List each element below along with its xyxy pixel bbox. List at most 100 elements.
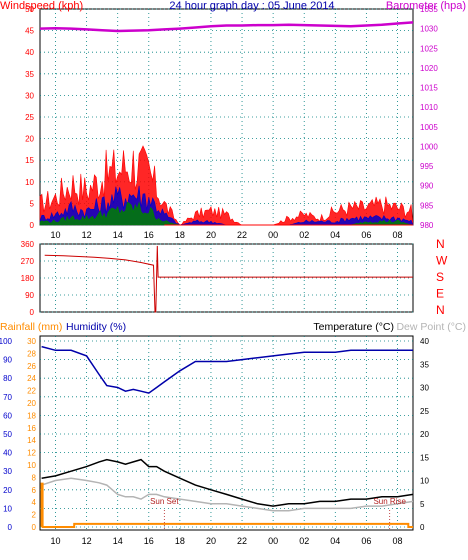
humidity-tick-label: 80 bbox=[3, 374, 12, 383]
rainfall-series bbox=[40, 482, 413, 528]
windspeed-tick-label: 30 bbox=[25, 91, 34, 100]
hour-tick-label: 02 bbox=[299, 230, 309, 240]
wind-direction-series bbox=[44, 245, 413, 313]
barometer-tick-label: 1020 bbox=[420, 64, 438, 73]
gridlines bbox=[40, 8, 413, 530]
rainfall-tick-label: 20 bbox=[27, 399, 36, 408]
temperature-tick-label: 10 bbox=[420, 477, 429, 486]
temperature-tick-label: 15 bbox=[420, 453, 429, 462]
compass-label: N bbox=[436, 237, 445, 251]
hour-tick-label-lower: 06 bbox=[361, 536, 371, 546]
temperature-tick-label: 25 bbox=[420, 407, 429, 416]
temperature-tick-label: 35 bbox=[420, 360, 429, 369]
hour-tick-label: 16 bbox=[144, 230, 154, 240]
rainfall-tick-label: 8 bbox=[32, 473, 37, 482]
rainfall-tick-label: 16 bbox=[27, 424, 36, 433]
rainfall-tick-label: 0 bbox=[32, 523, 37, 532]
temperature-tick-label: 30 bbox=[420, 384, 429, 393]
humidity-tick-label: 50 bbox=[3, 430, 12, 439]
windspeed-tick-label: 45 bbox=[25, 27, 34, 36]
hour-tick-label: 10 bbox=[51, 230, 61, 240]
tick-labels: 0510152025303540455098098599099510001005… bbox=[0, 5, 448, 546]
rainfall-tick-label: 22 bbox=[27, 387, 36, 396]
barometer-tick-label: 985 bbox=[420, 201, 434, 210]
hour-tick-label: 12 bbox=[82, 230, 92, 240]
barometer-tick-label: 1005 bbox=[420, 123, 438, 132]
humidity-tick-label: 30 bbox=[3, 467, 12, 476]
hour-tick-label: 04 bbox=[330, 230, 340, 240]
hour-tick-label: 00 bbox=[268, 230, 278, 240]
hour-tick-label: 08 bbox=[392, 230, 402, 240]
barometer-tick-label: 1015 bbox=[420, 84, 438, 93]
windspeed-tick-label: 20 bbox=[25, 135, 34, 144]
rain-humidity-temperature-panel bbox=[39, 335, 414, 531]
hour-tick-label-lower: 16 bbox=[144, 536, 154, 546]
rainfall-tick-label: 10 bbox=[27, 461, 36, 470]
direction-tick-label: 180 bbox=[21, 274, 35, 283]
direction-tick-label: 270 bbox=[21, 257, 35, 266]
barometer-tick-label: 1025 bbox=[420, 44, 438, 53]
rainfall-tick-label: 6 bbox=[32, 486, 37, 495]
rainfall-tick-label: 14 bbox=[27, 436, 36, 445]
direction-tick-label: 0 bbox=[30, 308, 35, 317]
windspeed-tick-label: 50 bbox=[25, 5, 34, 14]
hour-tick-label: 14 bbox=[113, 230, 123, 240]
hour-tick-label-lower: 22 bbox=[237, 536, 247, 546]
barometer-tick-label: 995 bbox=[420, 162, 434, 171]
temperature-axis-title: Temperature (°C) bbox=[313, 321, 394, 333]
rainfall-tick-label: 28 bbox=[27, 349, 36, 358]
barometer-tick-label: 1010 bbox=[420, 103, 438, 112]
temperature-tick-label: 5 bbox=[420, 500, 425, 509]
rainfall-axis-title: Rainfall (mm) bbox=[0, 321, 62, 333]
windspeed-axis-title: Windspeed (kph) bbox=[0, 0, 83, 12]
rainfall-tick-label: 30 bbox=[27, 337, 36, 346]
temperature-tick-label: 0 bbox=[420, 523, 425, 532]
barometer-axis-title: Barometer (hpa) bbox=[386, 0, 466, 12]
barometer-tick-label: 980 bbox=[420, 221, 434, 230]
hour-tick-label-lower: 14 bbox=[113, 536, 123, 546]
windspeed-tick-label: 35 bbox=[25, 70, 34, 79]
rainfall-tick-label: 4 bbox=[32, 498, 37, 507]
compass-label: W bbox=[436, 254, 448, 268]
windspeed-tick-label: 40 bbox=[25, 48, 34, 57]
direction-tick-label: 360 bbox=[21, 240, 35, 249]
temperature-series bbox=[41, 458, 414, 507]
compass-label: N bbox=[436, 303, 445, 317]
humidity-tick-label: 10 bbox=[3, 504, 12, 513]
hour-tick-label-lower: 08 bbox=[392, 536, 402, 546]
hour-tick-label: 20 bbox=[206, 230, 216, 240]
sun-marker-label: Sun Set bbox=[150, 497, 179, 506]
windspeed-tick-label: 5 bbox=[30, 199, 35, 208]
direction-tick-label: 90 bbox=[25, 291, 34, 300]
wind-direction-panel bbox=[39, 243, 414, 313]
humidity-axis-title: Humidity (%) bbox=[66, 321, 126, 333]
dewpoint-series bbox=[41, 477, 414, 512]
windspeed-tick-label: 10 bbox=[25, 178, 34, 187]
rainfall-tick-label: 12 bbox=[27, 449, 36, 458]
humidity-tick-label: 60 bbox=[3, 411, 12, 420]
humidity-tick-label: 40 bbox=[3, 449, 12, 458]
barometer-series bbox=[39, 21, 414, 33]
hour-tick-label-lower: 04 bbox=[330, 536, 340, 546]
chart-marks: Sun Set Sun Rise bbox=[39, 21, 414, 530]
rainfall-tick-label: 26 bbox=[27, 362, 36, 371]
hour-tick-label: 18 bbox=[175, 230, 185, 240]
humidity-tick-label: 20 bbox=[3, 486, 12, 495]
rainfall-tick-label: 24 bbox=[27, 374, 36, 383]
sun-marker-label: Sun Rise bbox=[373, 497, 406, 506]
hour-tick-label-lower: 20 bbox=[206, 536, 216, 546]
barometer-tick-label: 990 bbox=[420, 182, 434, 191]
hour-tick-label-lower: 18 bbox=[175, 536, 185, 546]
hour-tick-label: 22 bbox=[237, 230, 247, 240]
humidity-tick-label: 70 bbox=[3, 393, 12, 402]
hour-tick-label: 06 bbox=[361, 230, 371, 240]
barometer-tick-label: 1000 bbox=[420, 142, 438, 151]
rainfall-tick-label: 18 bbox=[27, 411, 36, 420]
windspeed-tick-label: 15 bbox=[25, 156, 34, 165]
barometer-tick-label: 1035 bbox=[420, 5, 438, 14]
humidity-tick-label: 100 bbox=[0, 337, 13, 346]
hour-tick-label-lower: 10 bbox=[51, 536, 61, 546]
hour-tick-label-lower: 00 bbox=[268, 536, 278, 546]
